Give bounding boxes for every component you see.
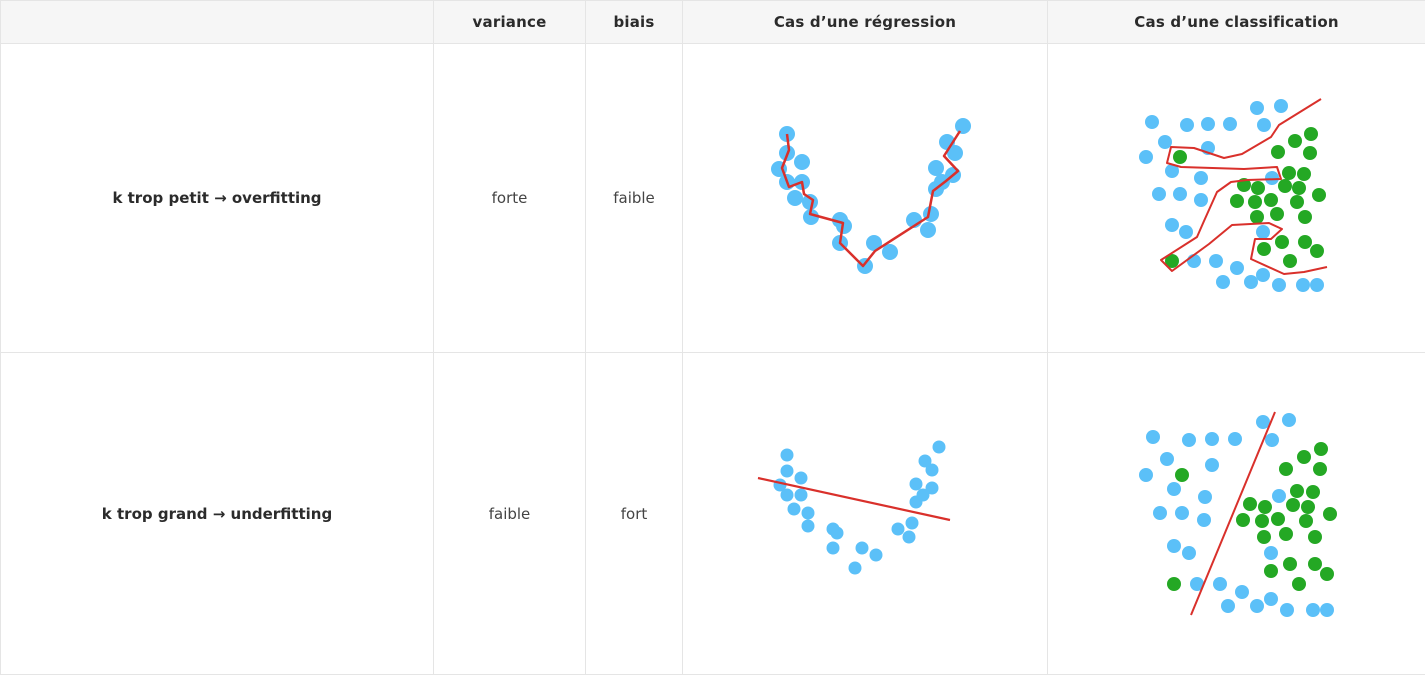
biais-value-underfitting: fort <box>585 352 683 675</box>
classification-overfit-illustration <box>1138 98 1327 292</box>
table-row-underfitting: k trop grand → underfitting faible fort <box>0 352 1425 675</box>
regression-underfit-points <box>773 440 946 574</box>
header-empty <box>0 0 434 44</box>
regression-overfit-illustration <box>771 118 971 274</box>
classification-underfit-illustration <box>1138 411 1337 617</box>
classification-overfit-blue-points <box>1138 99 1324 292</box>
biais-value-overfitting: faible <box>585 43 683 353</box>
header-biais: biais <box>585 0 683 44</box>
row-label-underfitting: k trop grand → underfitting <box>0 352 434 675</box>
regression-underfit-illustration <box>757 440 951 574</box>
regression-overfit-curve <box>780 130 962 268</box>
header-variance: variance <box>433 0 586 44</box>
header-regression: Cas d’une régression <box>682 0 1048 44</box>
variance-value-underfitting: faible <box>433 352 586 675</box>
regression-underfit-line <box>757 476 951 521</box>
header-classification: Cas d’une classification <box>1047 0 1425 44</box>
classification-cell-overfitting <box>1047 43 1425 353</box>
classification-overfit-boundary <box>1159 98 1327 275</box>
regression-overfit-points <box>771 118 971 274</box>
classification-underfit-green-points <box>1166 441 1337 591</box>
classification-underfit-blue-points <box>1138 412 1334 617</box>
classification-cell-underfitting <box>1047 352 1425 675</box>
row-label-overfitting: k trop petit → overfitting <box>0 43 434 353</box>
classification-overfit-green-points <box>1164 127 1326 268</box>
classification-underfit-boundary <box>1189 411 1276 615</box>
variance-value-overfitting: forte <box>433 43 586 353</box>
header-row: variance biais Cas d’une régression Cas … <box>0 0 1425 44</box>
table-row-overfitting: k trop petit → overfitting forte faible <box>0 43 1425 353</box>
regression-cell-underfitting <box>682 352 1048 675</box>
regression-cell-overfitting <box>682 43 1048 353</box>
